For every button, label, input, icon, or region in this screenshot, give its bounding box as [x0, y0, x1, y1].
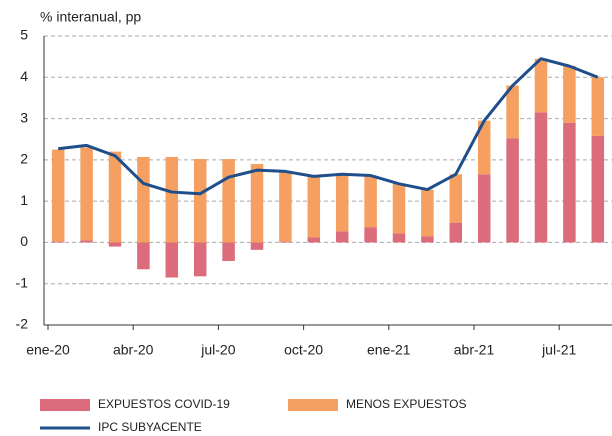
legend-label: IPC SUBYACENTE: [98, 420, 202, 434]
bar: [563, 65, 576, 123]
bar: [108, 242, 122, 247]
y-axis-label: % interanual, pp: [40, 9, 141, 25]
line: [58, 57, 599, 196]
bar: [506, 138, 519, 243]
bar: [364, 227, 377, 243]
bar: [421, 236, 434, 243]
bar: [165, 156, 179, 243]
x-tick-label: jul-21: [541, 342, 576, 358]
legend-label: EXPUESTOS COVID-19: [98, 397, 230, 411]
bar: [222, 242, 235, 262]
bar: [506, 85, 519, 139]
x-tick-label: abr-20: [113, 342, 154, 358]
y-tick-label: 5: [20, 27, 28, 43]
y-tick-label: 2: [20, 151, 28, 167]
bar: [335, 174, 349, 232]
bar: [534, 112, 548, 243]
x-tick-label: abr-21: [454, 342, 495, 358]
bar: [335, 231, 349, 243]
bar: [449, 174, 463, 223]
bar: [250, 163, 264, 243]
y-tick-label: 1: [20, 192, 28, 208]
bar: [563, 122, 576, 243]
bar: [222, 159, 235, 243]
bar: [591, 77, 605, 136]
y-tick-label: -1: [16, 274, 29, 290]
bar: [193, 159, 207, 243]
bar: [137, 156, 150, 243]
x-tick-label: oct-20: [284, 342, 323, 358]
bar: [534, 58, 548, 113]
bar: [421, 189, 434, 237]
bar: [80, 147, 93, 241]
legend-swatch: [288, 399, 338, 411]
legend-swatch: [40, 399, 90, 411]
bar: [165, 242, 179, 278]
x-tick-label: jul-20: [200, 342, 235, 358]
bar: [477, 120, 491, 175]
bar: [449, 222, 463, 243]
y-tick-label: 3: [20, 109, 28, 125]
bar: [307, 237, 321, 243]
bar: [279, 241, 292, 243]
bar: [108, 151, 122, 243]
bar: [392, 233, 406, 243]
bar: [279, 171, 292, 242]
y-tick-label: 0: [20, 233, 28, 249]
bar: [392, 183, 406, 234]
y-tick-label: 4: [20, 68, 28, 84]
x-tick-label: ene-21: [367, 342, 411, 358]
bar: [51, 149, 65, 242]
y-tick-label: -2: [16, 316, 29, 332]
bar: [307, 175, 321, 238]
x-tick-label: ene-20: [26, 342, 70, 358]
bar: [137, 242, 150, 270]
bar: [80, 240, 93, 243]
bar: [477, 174, 491, 243]
bar: [51, 241, 65, 243]
bar: [591, 135, 605, 243]
bar: [250, 242, 264, 250]
legend-label: MENOS EXPUESTOS: [346, 397, 466, 411]
bar: [193, 242, 207, 277]
bar: [364, 175, 377, 228]
